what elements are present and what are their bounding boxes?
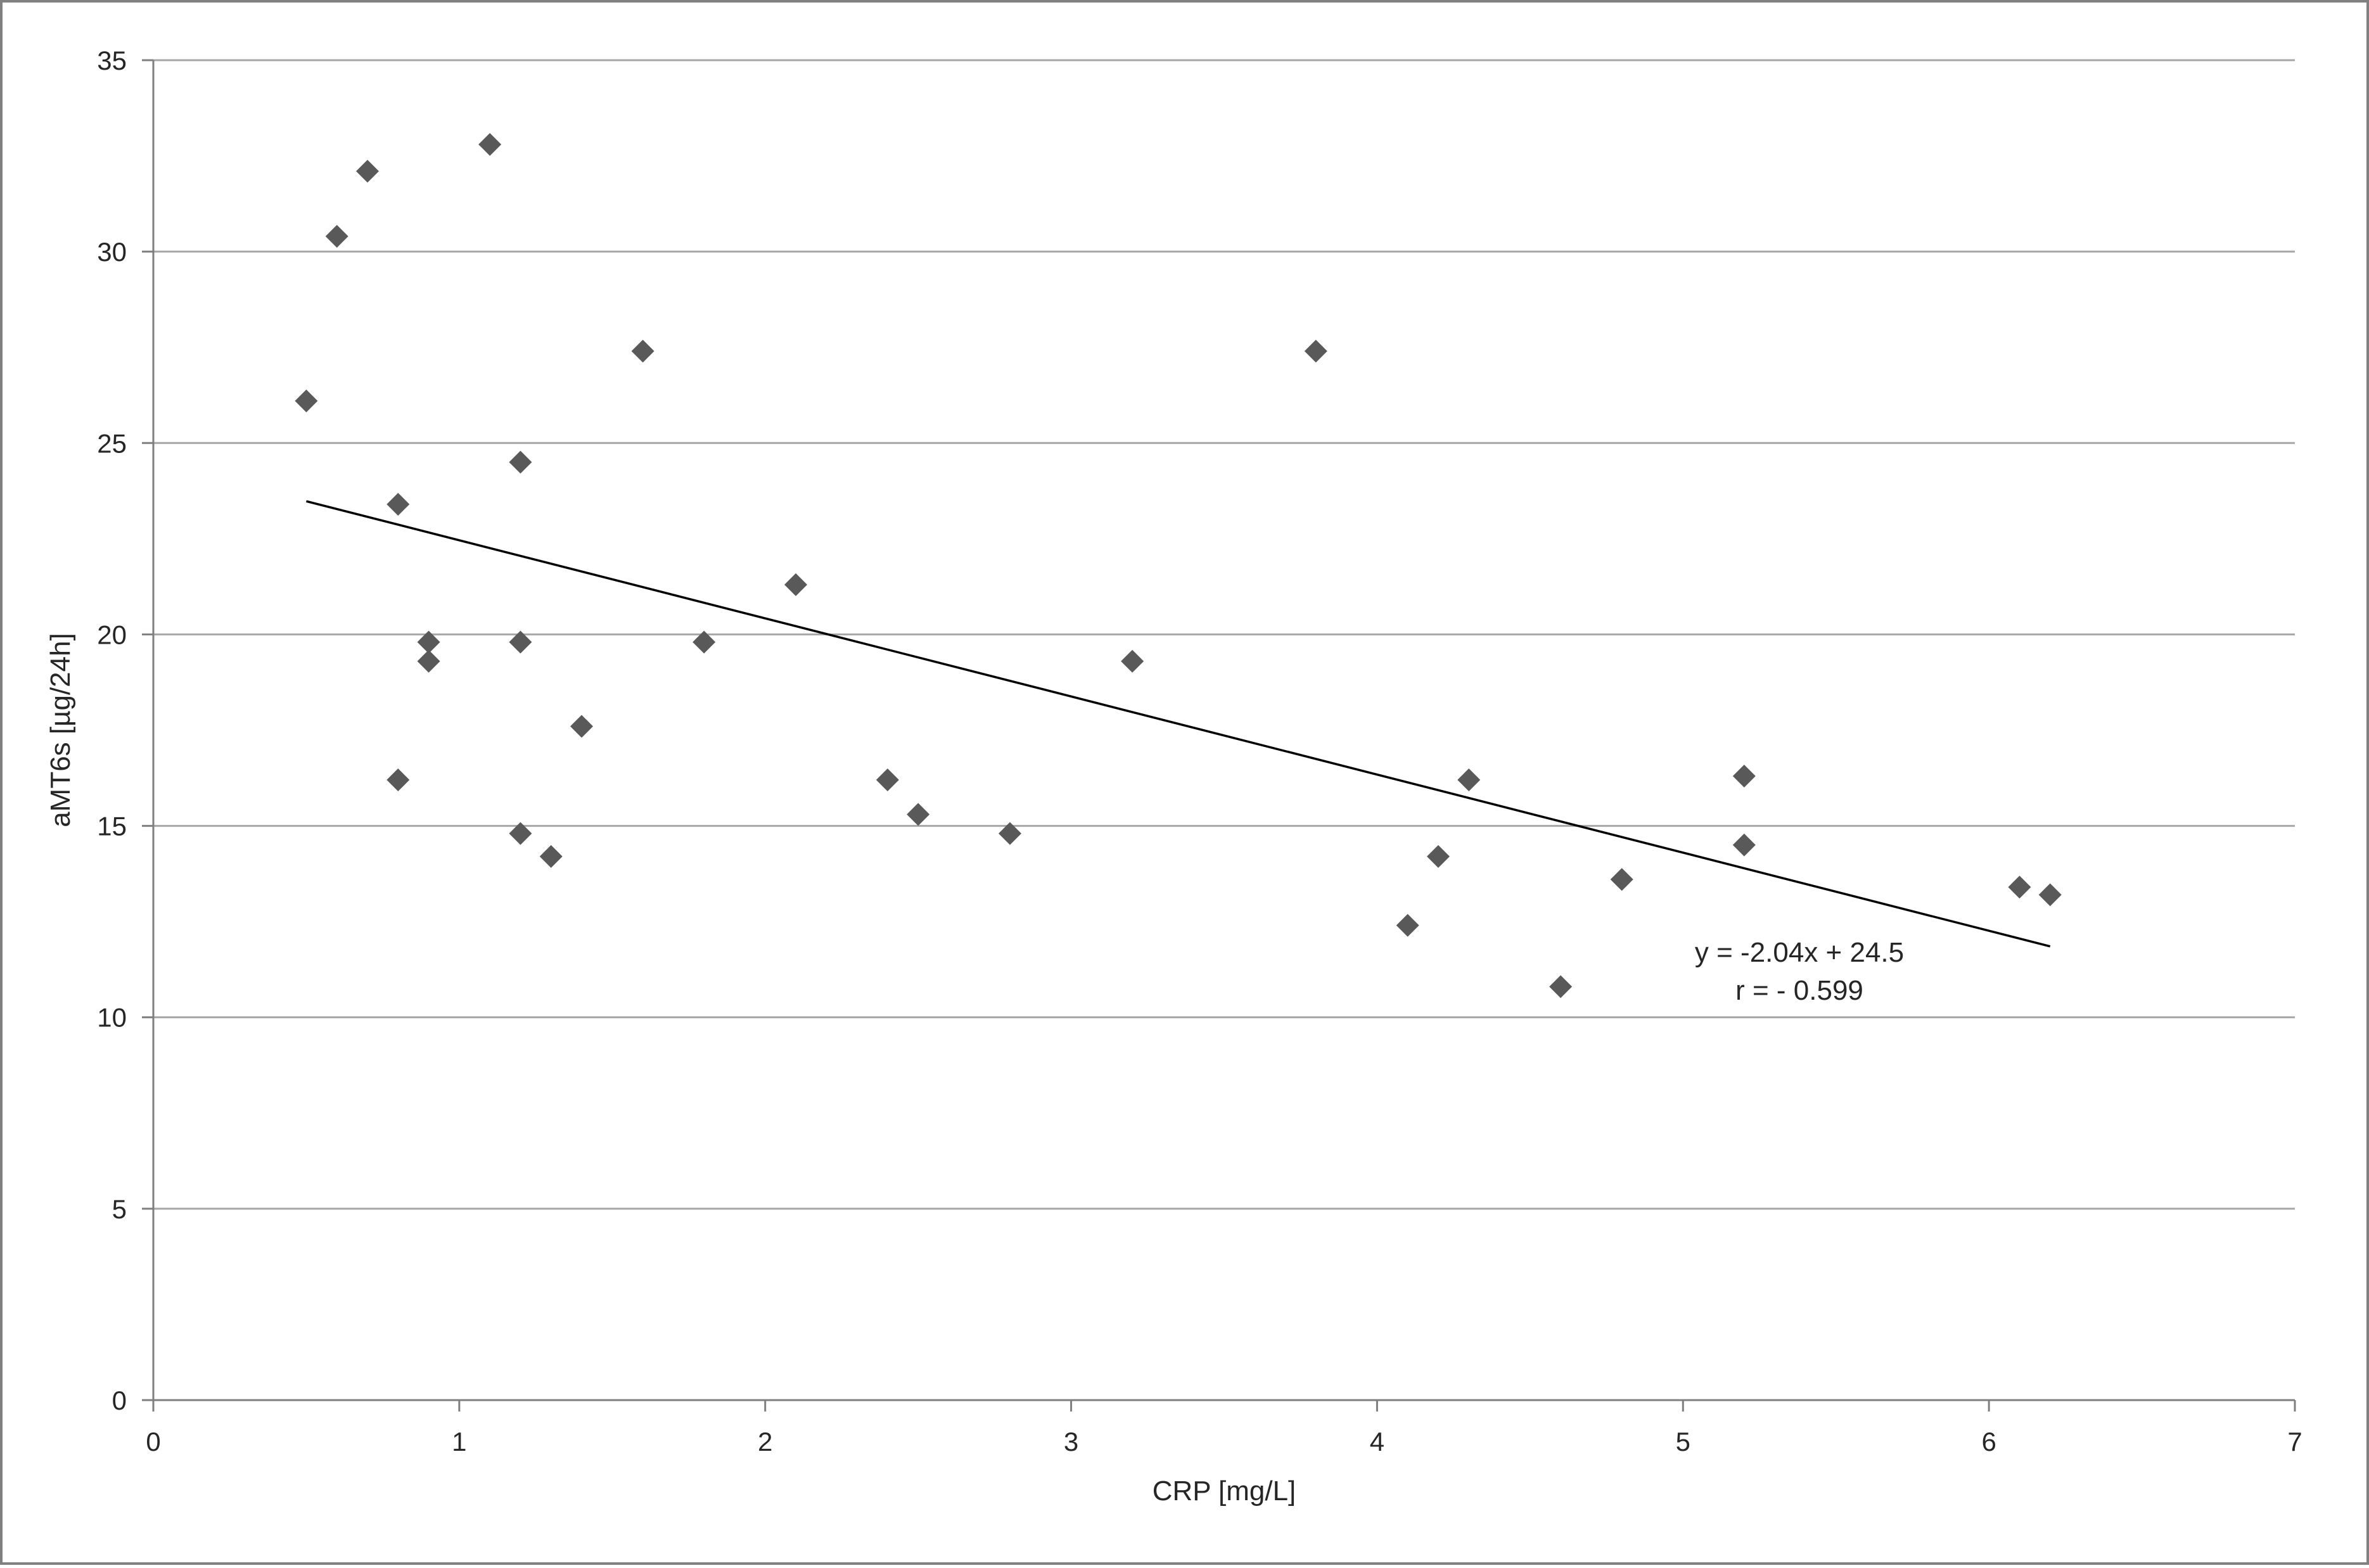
data-point-20: [1121, 649, 1144, 673]
y-tick-label: 15: [97, 812, 127, 841]
data-point-26: [1610, 868, 1633, 891]
data-point-30: [2038, 883, 2062, 907]
y-tick-label: 0: [112, 1386, 127, 1415]
y-axis-title: aMT6s [µg/24h]: [45, 633, 76, 827]
y-tick-label: 30: [97, 237, 127, 267]
y-tick-label: 10: [97, 1003, 127, 1033]
data-point-19: [999, 822, 1021, 845]
data-point-3: [356, 160, 379, 183]
data-point-27: [1732, 765, 1756, 788]
data-point-16: [784, 573, 807, 596]
y-tick-label: 20: [97, 620, 127, 649]
trendline-equation: y = -2.04x + 24.5: [1695, 937, 1904, 968]
y-axis-tick-labels: 0 5 10 15 20 25 30 35: [97, 46, 127, 1415]
x-axis-title: CRP [mg/L]: [1153, 1476, 1296, 1507]
y-tick-label: 35: [97, 46, 127, 75]
trendline-layer: [305, 500, 2051, 948]
correlation-coefficient: r = - 0.599: [1735, 975, 1863, 1006]
x-tick-label: 4: [1370, 1427, 1384, 1456]
x-tick-label: 1: [452, 1427, 466, 1456]
trendline: [305, 500, 2051, 948]
data-points: [295, 132, 2062, 998]
data-point-14: [631, 340, 655, 363]
data-point-5: [386, 768, 410, 792]
data-point-21: [1304, 340, 1327, 363]
data-point-9: [509, 450, 532, 474]
data-point-15: [693, 630, 716, 654]
data-point-8: [478, 132, 502, 156]
data-point-23: [1427, 845, 1450, 868]
x-tick-label: 6: [1981, 1427, 1996, 1456]
data-point-22: [1396, 914, 1419, 937]
data-point-29: [2008, 876, 2031, 899]
x-tick-label: 5: [1676, 1427, 1690, 1456]
y-tick-label: 5: [112, 1194, 127, 1224]
y-tick-label: 25: [97, 428, 127, 458]
data-point-7: [417, 649, 440, 673]
data-point-25: [1549, 975, 1573, 998]
data-point-2: [325, 224, 348, 248]
data-point-24: [1457, 768, 1481, 792]
data-point-12: [539, 845, 563, 868]
x-tick-label: 3: [1064, 1427, 1078, 1456]
data-point-10: [509, 630, 532, 654]
data-point-18: [907, 803, 930, 826]
data-point-6: [417, 630, 440, 654]
x-tick-label: 0: [146, 1427, 160, 1456]
axes: [142, 59, 2296, 1412]
x-tick-label: 2: [758, 1427, 772, 1456]
x-tick-label: 7: [2287, 1427, 2302, 1456]
gridlines: [153, 59, 2295, 1210]
data-point-4: [386, 492, 410, 516]
data-point-17: [876, 768, 899, 792]
data-point-11: [509, 822, 532, 845]
data-point-28: [1732, 833, 1756, 857]
data-point-1: [295, 389, 318, 412]
data-point-13: [570, 715, 593, 738]
x-axis-tick-labels: 0 1 2 3 4 5 6 7: [146, 1427, 2302, 1456]
